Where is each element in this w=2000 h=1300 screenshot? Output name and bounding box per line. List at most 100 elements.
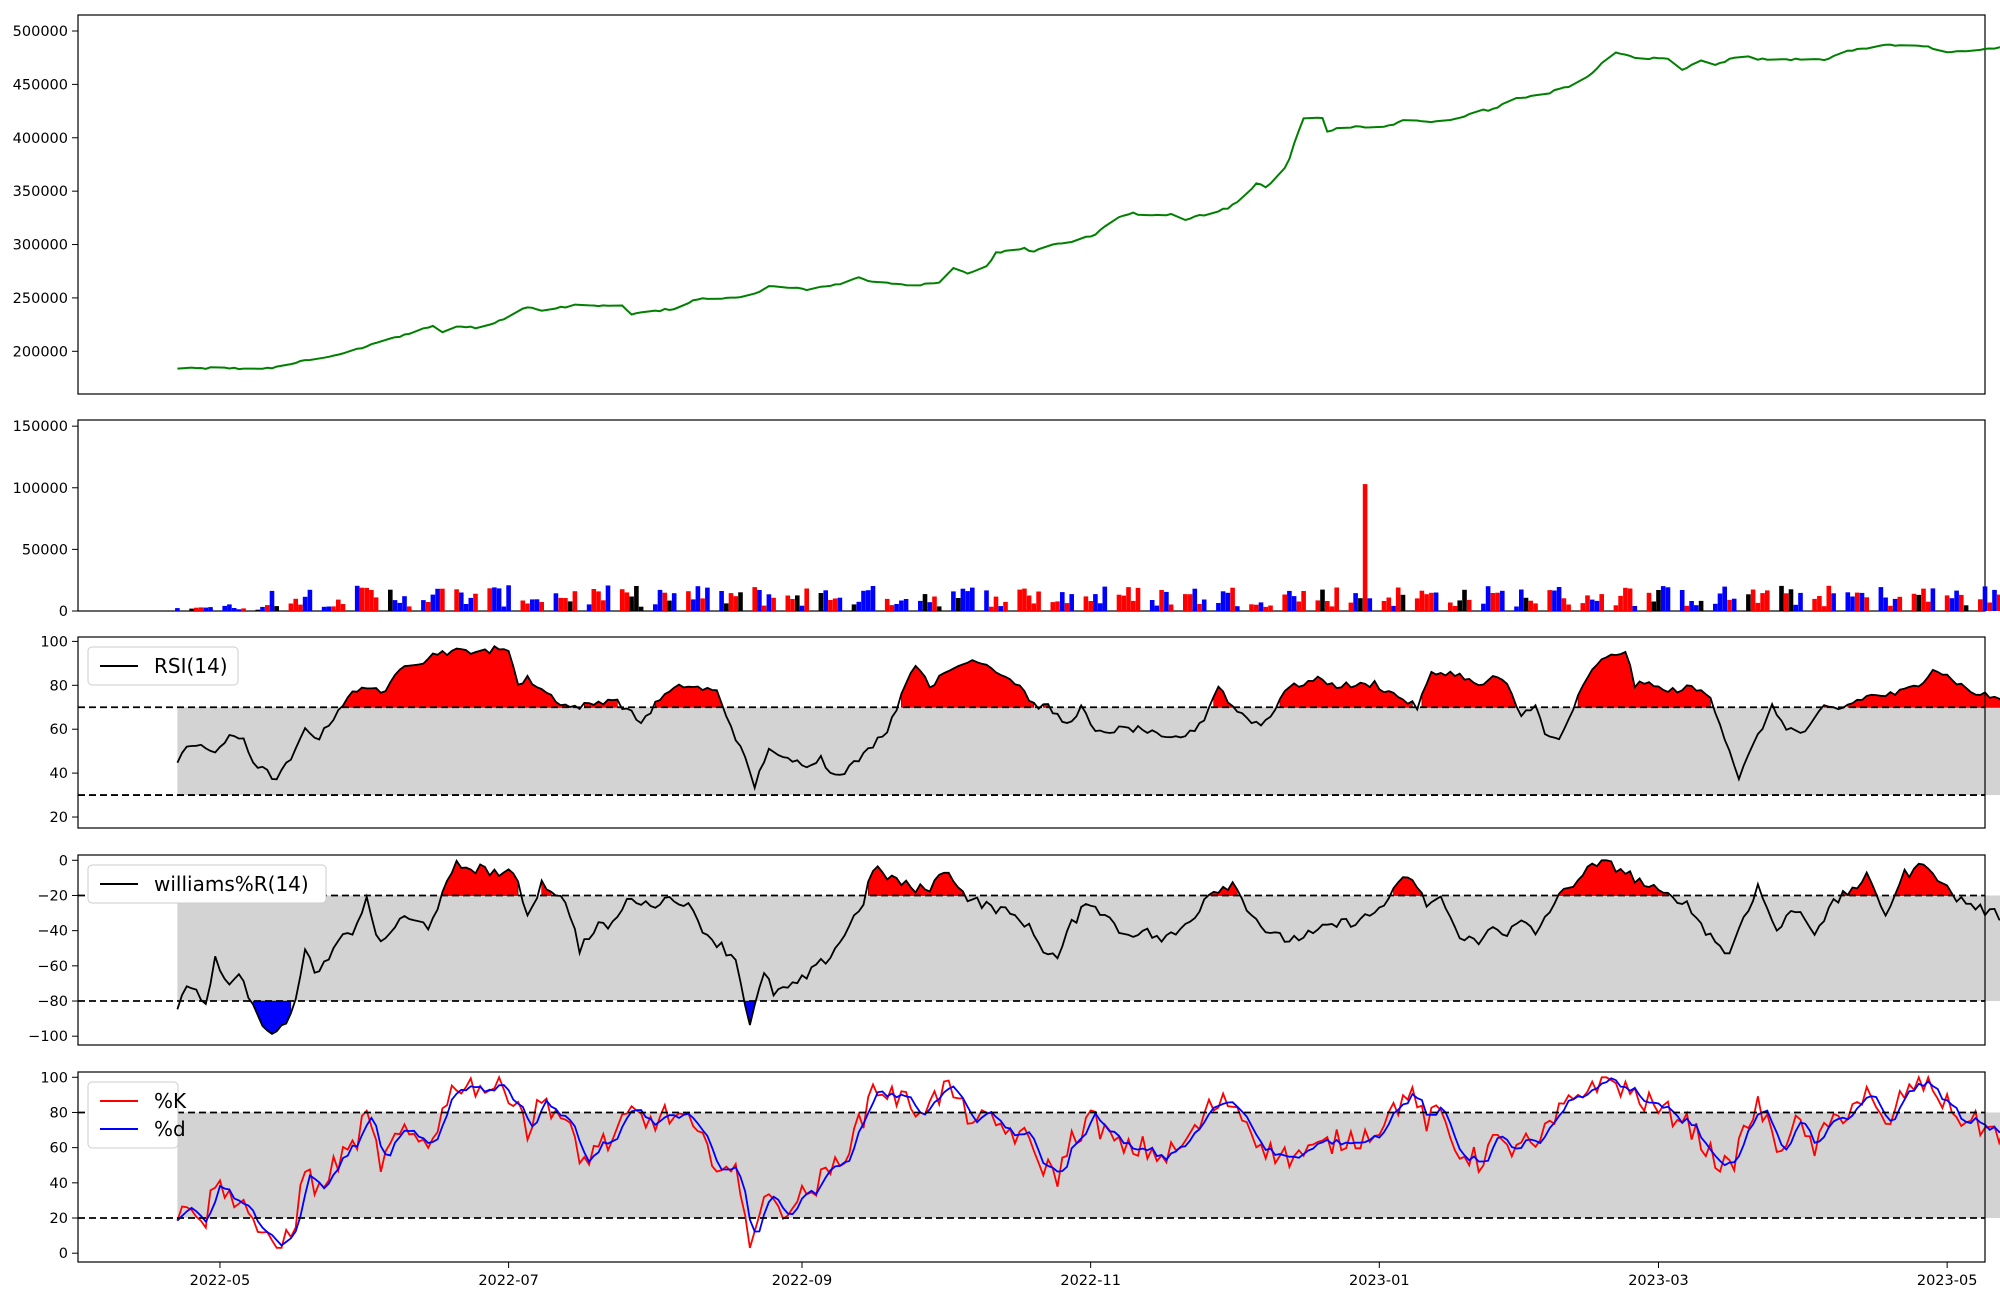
volume-bar (307, 589, 313, 611)
volume-bar (198, 607, 204, 611)
volume-bar (837, 597, 843, 611)
volume-bar (1500, 590, 1505, 611)
williams-overbought-fill (1894, 863, 1953, 896)
volume-bar (567, 601, 573, 611)
volume-bar (1892, 598, 1898, 611)
volume-bar (1613, 605, 1619, 611)
x-tick-label: 2023-01 (1349, 1273, 1410, 1289)
volume-bar (1026, 595, 1032, 611)
volume-bar (932, 596, 937, 611)
rsi-overbought-fill (1847, 669, 2000, 708)
volume-bar (1291, 596, 1297, 611)
volume-bar (1031, 603, 1037, 611)
volume-bar (1552, 590, 1557, 611)
volume-bar (1462, 589, 1467, 611)
volume-bar (1514, 606, 1519, 611)
price-y-tick-label: 400000 (13, 131, 68, 147)
stochastic-legend-label: %d (154, 1117, 186, 1141)
price-frame (77, 14, 1986, 395)
price-y-tick-label: 200000 (13, 344, 68, 360)
volume-bar (269, 590, 275, 611)
volume-bar (894, 604, 899, 611)
volume-bar (1381, 601, 1387, 611)
volume-bar (525, 603, 530, 611)
volume-bar (255, 609, 261, 611)
volume-bar (899, 600, 904, 611)
volume-bar (406, 606, 412, 611)
volume-bar (591, 589, 597, 611)
volume-bar (922, 594, 928, 611)
volume-bar (364, 587, 369, 611)
volume-bar (960, 588, 966, 611)
volume-bar (619, 589, 625, 611)
volume-bar (1978, 599, 1983, 611)
volume-bar (1996, 594, 2000, 611)
volume-y-tick-label: 0 (59, 604, 68, 620)
volume-bar (667, 600, 672, 611)
volume-bar (1864, 597, 1869, 611)
volume-bar (302, 596, 308, 611)
volume-bar (1353, 593, 1358, 611)
volume-bar (373, 597, 379, 611)
rsi-y-tick-label: 60 (50, 722, 68, 738)
rsi-overbought-fill (1421, 671, 1517, 708)
volume-bar (1930, 588, 1936, 611)
x-tick-label: 2023-03 (1628, 1273, 1689, 1289)
volume-bar (951, 591, 956, 611)
volume-bar (1263, 606, 1268, 611)
volume-bar (563, 598, 568, 611)
volume-bar (506, 585, 511, 611)
volume-bar (1457, 600, 1462, 611)
volume-bar (1627, 588, 1633, 611)
stochastic-y-tick-label: 20 (50, 1211, 68, 1227)
williams-overbought-fill (1393, 876, 1423, 896)
stochastic-legend-label: %K (154, 1089, 187, 1113)
volume-bar (1230, 587, 1235, 611)
williams-legend-label: williams%R(14) (154, 872, 309, 896)
volume-bar (1495, 592, 1500, 611)
volume-bar (194, 607, 199, 611)
volume-y-tick-label: 150000 (13, 419, 68, 435)
volume-bar (1883, 597, 1888, 611)
volume-bar (1334, 587, 1339, 611)
volume-bar (369, 590, 374, 611)
volume-bar (1779, 585, 1784, 611)
volume-bar (823, 590, 828, 611)
volume-bar (1599, 594, 1604, 611)
volume-bar (1116, 594, 1122, 611)
volume-bar (189, 608, 194, 611)
volume-bar (1235, 606, 1240, 611)
volume-bar (785, 595, 791, 611)
volume-bar (1201, 599, 1207, 611)
volume-bar (1154, 605, 1160, 611)
volume-bar (1845, 592, 1851, 611)
volume-bar (634, 586, 639, 611)
volume-bar (596, 591, 601, 611)
volume-bar (1452, 606, 1458, 611)
stochastic-y-tick-label: 100 (40, 1070, 68, 1086)
volume-bar (1632, 606, 1638, 611)
volume-bar (402, 596, 407, 611)
volume-bar (832, 598, 838, 611)
volume-bar (671, 593, 677, 611)
volume-bar (1050, 602, 1056, 611)
stochastic-frame (77, 1071, 1986, 1263)
volume-bar (534, 599, 540, 611)
volume-bar (1254, 604, 1259, 611)
volume-bar (761, 605, 767, 611)
volume-bar (1982, 586, 1988, 611)
volume-bar (397, 602, 403, 611)
volume-bar (553, 593, 559, 611)
stochastic-d-line (176, 1077, 2000, 1247)
volume-bar (1949, 598, 1955, 611)
volume-bar (1429, 592, 1434, 611)
volume-bar (705, 587, 710, 611)
rsi-legend: RSI(14) (87, 646, 239, 686)
volume-bar (1519, 589, 1524, 611)
volume-bar (1400, 594, 1406, 611)
volume-bar (1149, 600, 1155, 611)
x-tick-label: 2022-05 (190, 1273, 251, 1289)
volume-bar (724, 603, 729, 611)
volume-bar (354, 585, 360, 611)
volume-bar (227, 604, 232, 611)
